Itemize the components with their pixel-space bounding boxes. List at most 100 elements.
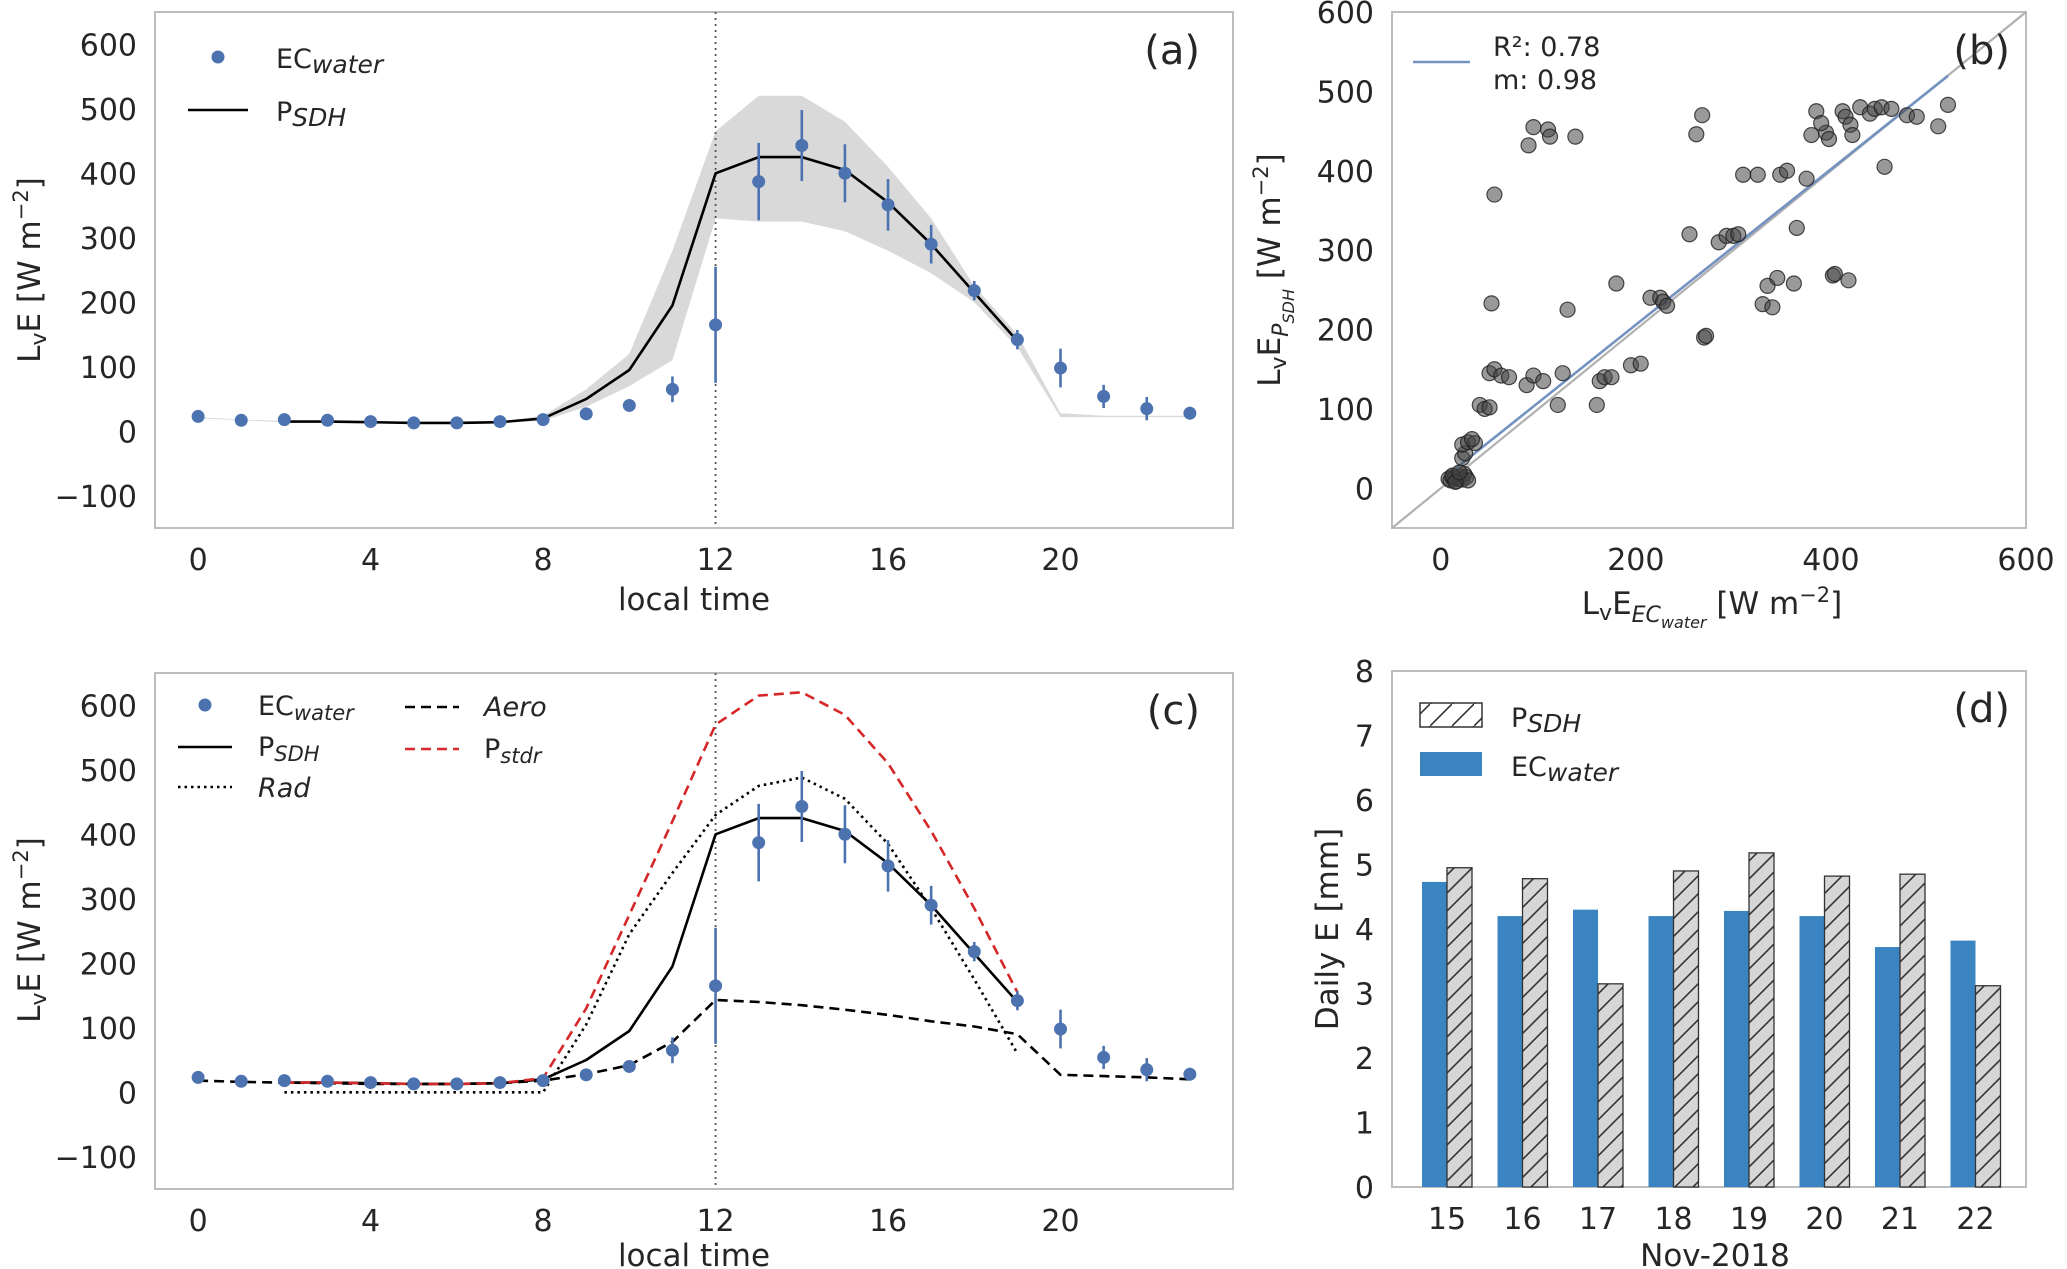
x-tick-label: 12 <box>696 543 734 578</box>
data-point-ecwater <box>1140 1063 1154 1077</box>
x-tick-label: 600 <box>1997 543 2054 578</box>
x-tick-label: 22 <box>1956 1202 1994 1237</box>
panel-d-xticks: 15 16 17 18 19 20 21 22 <box>1428 1202 1995 1237</box>
scatter-point <box>1500 369 1518 386</box>
data-point-ecwater <box>407 416 421 430</box>
x-tick-label: 20 <box>1805 1202 1843 1237</box>
data-point-ecwater <box>234 413 248 427</box>
bar-ecwater <box>1648 916 1674 1187</box>
y-tick-label: 300 <box>1317 234 1374 269</box>
bar-psdh <box>1521 878 1549 1188</box>
data-point-ecwater <box>924 237 938 251</box>
panel-d-frame <box>1391 670 2027 1188</box>
scatter-point <box>1749 166 1766 183</box>
scatter-point <box>1588 396 1605 414</box>
panel-c-points-layer <box>191 771 1197 1091</box>
data-point-ecwater <box>881 198 895 212</box>
y-tick-label: 6 <box>1355 784 1374 819</box>
scatter-point <box>1486 186 1503 203</box>
y-tick-label: 600 <box>1317 0 1374 31</box>
data-point-ecwater <box>407 1077 421 1091</box>
panel-c-yticks: −100 0 100 200 300 400 500 600 <box>55 689 137 1176</box>
scatter-point <box>1785 275 1802 292</box>
panel-d-label: (d) <box>1953 686 2010 732</box>
scatter-point <box>1603 369 1620 386</box>
y-tick-label: 0 <box>118 1076 137 1111</box>
x-tick-label: 0 <box>189 1204 208 1239</box>
data-point-ecwater <box>1010 994 1024 1008</box>
data-point-ecwater <box>709 979 723 993</box>
x-tick-label: 16 <box>869 1204 907 1239</box>
data-point-ecwater <box>1097 389 1111 403</box>
data-point-ecwater <box>536 1074 550 1088</box>
x-tick-label: 16 <box>869 543 907 578</box>
panel-a-legend: ECwater PSDH <box>188 44 385 132</box>
panel-c-xticks: 0 4 8 12 16 20 <box>189 1204 1080 1239</box>
x-tick-label: 4 <box>361 1204 380 1239</box>
data-point-ecwater <box>277 1074 291 1088</box>
data-point-ecwater <box>665 382 679 396</box>
panel-b-yticks: 0 100 200 300 400 500 600 <box>1317 0 1374 507</box>
legend-label-ecwater: ECwater <box>1511 752 1620 787</box>
panel-a-yticks: −100 0 100 200 300 400 500 600 <box>55 28 137 515</box>
bar-ecwater <box>1950 940 1976 1187</box>
panel-b-points-layer <box>1440 96 1957 491</box>
x-tick-label: 8 <box>534 543 553 578</box>
y-tick-label: 600 <box>80 689 137 724</box>
y-tick-label: 2 <box>1355 1042 1374 1077</box>
data-point-ecwater <box>364 415 378 429</box>
scatter-point <box>1778 162 1796 179</box>
scatter-point <box>1554 365 1571 382</box>
panel-b-xticks: 0 200 400 600 <box>1431 543 2054 578</box>
data-point-ecwater <box>191 409 205 423</box>
x-tick-label: 20 <box>1041 1204 1079 1239</box>
legend-marker-ecwater <box>198 698 212 712</box>
panel-b-lines-layer <box>1391 11 2027 529</box>
scatter-point <box>1525 119 1542 136</box>
y-tick-label: 7 <box>1355 720 1374 755</box>
legend-label-psdh: PSDH <box>258 732 320 766</box>
scatter-point <box>1483 295 1500 312</box>
scatter-point <box>1840 272 1857 289</box>
panel-d-ylabel: Daily E [mm] <box>1310 828 1346 1030</box>
panel-b-legend: R²: 0.78 m: 0.98 <box>1413 32 1600 96</box>
panel-a-points-layer <box>191 110 1197 430</box>
data-point-ecwater <box>795 800 809 814</box>
data-point-ecwater <box>450 1077 464 1091</box>
y-tick-label: 0 <box>1355 1171 1374 1206</box>
data-point-ecwater <box>838 166 852 180</box>
data-point-ecwater <box>752 836 766 850</box>
bar-ecwater <box>1724 910 1749 1187</box>
bar-psdh <box>1597 983 1624 1188</box>
data-point-ecwater <box>838 827 852 841</box>
data-point-ecwater <box>364 1076 378 1090</box>
scatter-point <box>1559 301 1576 318</box>
data-point-ecwater <box>579 407 593 421</box>
y-tick-label: 300 <box>80 222 137 257</box>
x-tick-label: 400 <box>1802 543 1859 578</box>
scatter-point <box>1735 166 1752 183</box>
panel-a: 0 4 8 12 16 20 −100 0 100 200 300 400 500 600 (a) lo… <box>9 11 1234 618</box>
scatter-point <box>1769 269 1786 287</box>
y-tick-label: 5 <box>1355 849 1374 884</box>
y-tick-label: 500 <box>80 93 137 128</box>
scatter-point <box>1876 158 1893 175</box>
data-point-ecwater <box>709 318 723 332</box>
scatter-point <box>1694 107 1711 124</box>
y-tick-label: 100 <box>80 351 137 386</box>
panel-b-frame <box>1391 11 2027 529</box>
legend-label-psdh: PSDH <box>276 97 346 132</box>
data-point-ecwater <box>1054 1022 1068 1036</box>
panel-d-bars-layer <box>1422 852 2002 1188</box>
scatter-point <box>1688 126 1705 143</box>
panel-c-ylabel: LvE [W m−2] <box>9 837 52 1023</box>
panel-d-yticks: 0 1 2 3 4 5 6 7 8 <box>1355 655 1374 1206</box>
bar-ecwater <box>1573 909 1598 1187</box>
scatter-point <box>1813 115 1830 132</box>
legend-swatch-psdh <box>1419 702 1483 728</box>
data-point-ecwater <box>924 898 938 912</box>
series-line-psdh <box>284 816 1019 1086</box>
y-tick-label: 100 <box>80 1012 137 1047</box>
x-tick-label: 18 <box>1654 1202 1692 1237</box>
